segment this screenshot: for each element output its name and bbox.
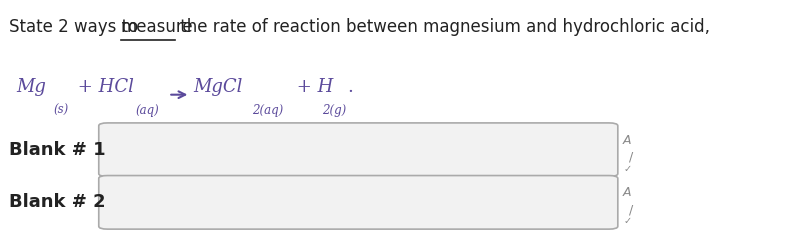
Text: the rate of reaction between magnesium and hydrochloric acid,: the rate of reaction between magnesium a… xyxy=(175,18,710,36)
Text: A: A xyxy=(623,134,631,147)
Text: Blank # 2: Blank # 2 xyxy=(9,193,105,211)
Text: + HCl: + HCl xyxy=(73,78,134,96)
Text: Mg: Mg xyxy=(16,78,46,96)
Text: MgCl: MgCl xyxy=(193,78,243,96)
Text: ✓: ✓ xyxy=(623,217,631,227)
Text: 2(aq): 2(aq) xyxy=(252,104,284,117)
Text: .: . xyxy=(348,78,354,96)
Text: + H: + H xyxy=(290,78,333,96)
Text: measure: measure xyxy=(120,18,193,36)
Text: State 2 ways to: State 2 ways to xyxy=(9,18,143,36)
Text: 2(g): 2(g) xyxy=(322,104,346,117)
Text: (aq): (aq) xyxy=(136,104,159,117)
Text: ✓: ✓ xyxy=(623,164,631,174)
FancyBboxPatch shape xyxy=(99,175,618,229)
Text: /: / xyxy=(629,203,633,216)
Text: Blank # 1: Blank # 1 xyxy=(9,141,105,159)
Text: A: A xyxy=(623,186,631,199)
Text: (s): (s) xyxy=(53,104,69,117)
Text: /: / xyxy=(629,150,633,163)
FancyBboxPatch shape xyxy=(99,123,618,176)
